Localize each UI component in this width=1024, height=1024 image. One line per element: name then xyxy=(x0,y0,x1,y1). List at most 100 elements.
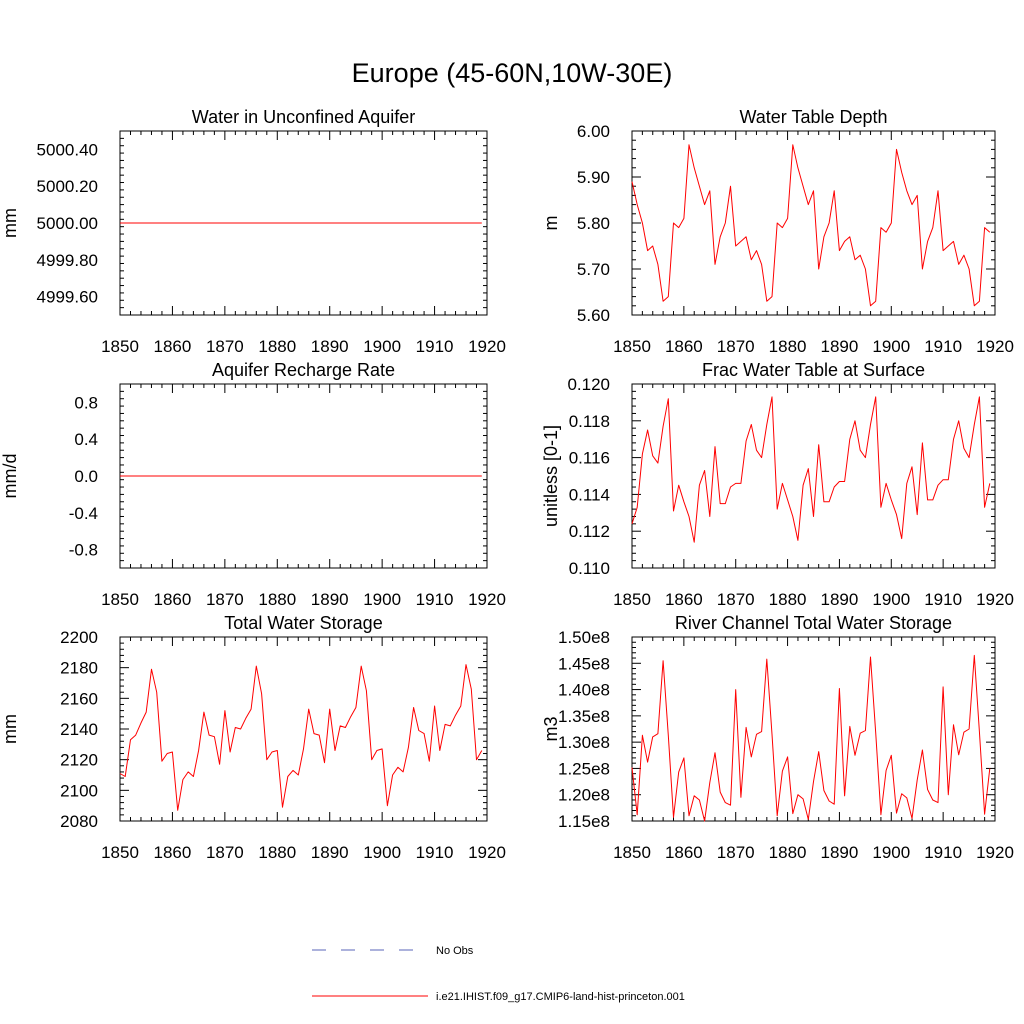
x-tick-label: 1870 xyxy=(717,843,755,862)
chart-panel-2: Water Table Depth m 1850 1860 1870 1880 1890 19… xyxy=(541,107,1014,356)
x-tick-label: 1910 xyxy=(416,843,454,862)
chart-panel-5: Total Water Storage mm 1850 1860 1870 1880 189… xyxy=(0,613,506,862)
x-tick-label: 1850 xyxy=(101,590,139,609)
y-tick-label: 1.35e8 xyxy=(558,707,610,726)
y-tick-label: 2100 xyxy=(60,781,98,800)
y-tick-label: 0.118 xyxy=(569,412,610,431)
legend-label-1: No Obs xyxy=(436,945,474,957)
x-tick-label: 1890 xyxy=(311,843,349,862)
y-tick-label: 5.90 xyxy=(577,168,610,187)
y-axis-label: mm xyxy=(0,714,20,744)
x-tick-label: 1920 xyxy=(976,337,1014,356)
y-tick-label: 5000.00 xyxy=(37,214,98,233)
x-tick-label: 1850 xyxy=(613,337,651,356)
y-tick-label: 0.8 xyxy=(74,393,98,412)
panel-title: Aquifer Recharge Rate xyxy=(212,360,395,380)
y-axis-label: unitless [0-1] xyxy=(541,425,561,527)
y-tick-label: 1.40e8 xyxy=(558,681,610,700)
x-tick-label: 1860 xyxy=(665,843,703,862)
series-line-1 xyxy=(631,654,991,822)
series-line-1 xyxy=(119,664,483,811)
x-tick-label: 1910 xyxy=(924,337,962,356)
plot-frame xyxy=(631,383,996,569)
x-tick-label: 1880 xyxy=(769,843,807,862)
legend-label-2: i.e21.IHIST.f09_g17.CMIP6-land-hist-prin… xyxy=(436,991,685,1003)
x-tick-label: 1880 xyxy=(769,337,807,356)
x-tick-label: 1860 xyxy=(154,337,192,356)
series-line-1 xyxy=(631,144,991,307)
plot-frame xyxy=(631,636,996,822)
y-tick-label: 4999.60 xyxy=(37,288,98,307)
y-tick-label: 6.00 xyxy=(577,122,610,141)
y-tick-label: 2140 xyxy=(60,720,98,739)
y-tick-label: 2200 xyxy=(60,628,98,647)
x-tick-label: 1860 xyxy=(665,590,703,609)
x-tick-label: 1870 xyxy=(206,590,244,609)
y-axis-label: m3 xyxy=(541,716,561,741)
x-tick-label: 1900 xyxy=(363,337,401,356)
x-tick-label: 1870 xyxy=(717,590,755,609)
legend: No Obs i.e21.IHIST.f09_g17.CMIP6-land-his… xyxy=(312,945,685,1003)
y-axis-label: mm xyxy=(0,208,20,238)
y-tick-label: 2080 xyxy=(60,812,98,831)
y-tick-label: 2160 xyxy=(60,689,98,708)
x-tick-label: 1880 xyxy=(258,843,296,862)
x-tick-label: 1890 xyxy=(821,590,859,609)
x-tick-label: 1910 xyxy=(924,843,962,862)
y-tick-label: 0.120 xyxy=(567,375,610,394)
x-tick-label: 1880 xyxy=(769,590,807,609)
x-tick-label: 1900 xyxy=(872,337,910,356)
y-tick-label: 1.50e8 xyxy=(558,628,610,647)
y-tick-label: 1.30e8 xyxy=(558,733,610,752)
y-tick-label: 1.45e8 xyxy=(558,654,610,673)
panel-title: Water Table Depth xyxy=(739,107,887,127)
x-tick-label: 1850 xyxy=(101,337,139,356)
y-axis-label: m xyxy=(541,216,561,231)
x-tick-label: 1900 xyxy=(363,590,401,609)
y-tick-label: 2120 xyxy=(60,751,98,770)
x-tick-label: 1890 xyxy=(821,337,859,356)
chart-panel-1: Water in Unconfined Aquifer mm 1850 1860 187… xyxy=(0,107,506,356)
x-tick-label: 1890 xyxy=(821,843,859,862)
x-tick-label: 1910 xyxy=(416,337,454,356)
y-tick-label: 0.4 xyxy=(74,430,98,449)
panel-title: Frac Water Table at Surface xyxy=(702,360,925,380)
y-tick-label: 0.110 xyxy=(569,559,610,578)
panel-title: Water in Unconfined Aquifer xyxy=(192,107,415,127)
x-tick-label: 1880 xyxy=(258,590,296,609)
y-tick-label: 4999.80 xyxy=(37,251,98,270)
y-tick-label: -0.4 xyxy=(69,504,98,523)
x-tick-label: 1870 xyxy=(717,337,755,356)
panel-title: River Channel Total Water Storage xyxy=(675,613,952,633)
x-tick-label: 1850 xyxy=(613,590,651,609)
x-tick-label: 1870 xyxy=(206,843,244,862)
y-tick-label: 0.114 xyxy=(569,485,610,504)
x-tick-label: 1890 xyxy=(311,337,349,356)
x-tick-label: 1860 xyxy=(665,337,703,356)
panel-title: Total Water Storage xyxy=(224,613,382,633)
x-tick-label: 1850 xyxy=(101,843,139,862)
x-tick-label: 1900 xyxy=(872,843,910,862)
x-tick-label: 1890 xyxy=(311,590,349,609)
y-tick-label: 2180 xyxy=(60,659,98,678)
x-tick-label: 1900 xyxy=(872,590,910,609)
y-tick-label: 5.80 xyxy=(577,214,610,233)
y-tick-label: 5000.40 xyxy=(37,140,98,159)
x-tick-label: 1860 xyxy=(154,590,192,609)
y-tick-label: 1.25e8 xyxy=(558,759,610,778)
y-tick-label: 0.112 xyxy=(569,522,610,541)
y-tick-label: 1.20e8 xyxy=(558,786,610,805)
x-tick-label: 1920 xyxy=(468,590,506,609)
x-tick-label: 1860 xyxy=(154,843,192,862)
y-tick-label: 5000.20 xyxy=(37,177,98,196)
x-tick-label: 1880 xyxy=(258,337,296,356)
series-line-1 xyxy=(631,396,991,543)
main-title: Europe (45-60N,10W-30E) xyxy=(352,58,673,88)
y-tick-label: 0.0 xyxy=(74,467,98,486)
x-tick-label: 1870 xyxy=(206,337,244,356)
chart-panel-4: Frac Water Table at Surface unitless [0-1… xyxy=(541,360,1014,609)
y-tick-label: 5.60 xyxy=(577,306,610,325)
y-axis-label: mm/d xyxy=(0,454,20,499)
